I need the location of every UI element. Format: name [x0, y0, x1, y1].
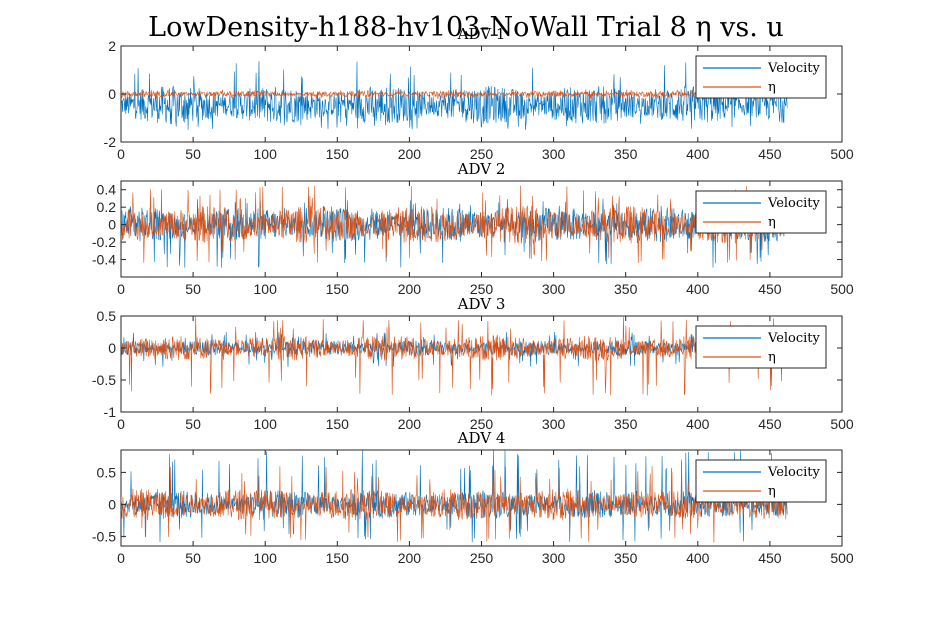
legend: Velocity η: [695, 55, 827, 99]
x-tick-label: 250: [470, 281, 494, 297]
x-tick-label: 200: [398, 550, 422, 566]
y-tick-label: 0: [108, 340, 116, 356]
x-tick-label: 0: [117, 146, 125, 162]
y-tick-label: -0.2: [92, 234, 116, 250]
x-tick-label: 350: [614, 416, 638, 432]
series-eta-line: [121, 89, 788, 99]
x-tick-label: 0: [117, 550, 125, 566]
x-tick-label: 100: [254, 146, 278, 162]
series-eta-line: [121, 465, 788, 543]
x-tick-label: 450: [758, 550, 782, 566]
x-tick-label: 0: [117, 281, 125, 297]
y-tick-label: 0.4: [97, 182, 117, 198]
x-tick-label: 50: [185, 550, 201, 566]
legend-label-velocity: Velocity: [767, 465, 821, 480]
x-tick-label: 100: [254, 416, 278, 432]
x-tick-label: 300: [542, 550, 566, 566]
series-velocity-line: [121, 61, 788, 130]
y-tick-label: -0.5: [92, 372, 116, 388]
x-tick-label: 150: [326, 281, 350, 297]
x-tick-label: 200: [398, 281, 422, 297]
x-tick-label: 400: [686, 146, 710, 162]
y-tick-label: -2: [104, 134, 117, 150]
y-tick-label: -1: [104, 404, 117, 420]
legend-box: [695, 459, 827, 503]
legend-label-velocity: Velocity: [767, 196, 821, 211]
x-tick-label: 250: [470, 416, 494, 432]
x-tick-label: 400: [686, 281, 710, 297]
legend-label-eta: η: [768, 80, 776, 95]
x-tick-label: 350: [614, 281, 638, 297]
figure-title: LowDensity-h188-hv103-NoWall Trial 8 η v…: [148, 12, 784, 43]
x-tick-label: 450: [758, 416, 782, 432]
legend-label-velocity: Velocity: [767, 61, 821, 76]
legend-box: [695, 55, 827, 99]
x-tick-label: 450: [758, 146, 782, 162]
x-tick-label: 300: [542, 281, 566, 297]
subplot-adv-4: 0 50 100 150 200 250 300 350 400 450 5000.50-0.5AD…: [92, 429, 854, 566]
series-eta-line: [121, 316, 788, 396]
y-tick-label: 2: [108, 38, 116, 54]
x-tick-label: 200: [398, 416, 422, 432]
x-tick-label: 250: [470, 550, 494, 566]
subplot-title: ADV 1: [457, 25, 506, 43]
x-tick-label: 100: [254, 281, 278, 297]
legend-box: [695, 325, 827, 369]
y-tick-label: 0.5: [97, 464, 117, 480]
y-tick-label: 0: [108, 217, 116, 233]
x-tick-label: 150: [326, 416, 350, 432]
x-tick-label: 350: [614, 146, 638, 162]
subplot-title: ADV 4: [457, 429, 506, 447]
x-tick-label: 500: [830, 550, 854, 566]
subplot-title: ADV 3: [457, 295, 506, 313]
y-tick-label: 0: [108, 496, 116, 512]
x-tick-label: 100: [254, 550, 278, 566]
y-tick-label: -0.5: [92, 528, 116, 544]
x-tick-label: 350: [614, 550, 638, 566]
legend-label-velocity: Velocity: [767, 331, 821, 346]
y-tick-label: -0.4: [92, 252, 116, 268]
y-tick-label: 0.5: [97, 308, 117, 324]
x-tick-label: 450: [758, 281, 782, 297]
x-tick-label: 150: [326, 550, 350, 566]
x-tick-label: 0: [117, 416, 125, 432]
x-tick-label: 500: [830, 281, 854, 297]
legend-box: [695, 190, 827, 234]
x-tick-label: 50: [185, 146, 201, 162]
legend-label-eta: η: [768, 215, 776, 230]
series-eta-line: [121, 185, 788, 264]
x-tick-label: 50: [185, 416, 201, 432]
subplot-adv-2: 0 50 100 150 200 250 300 350 400 450 5000.40.20-0.…: [92, 160, 854, 297]
x-tick-label: 400: [686, 416, 710, 432]
x-tick-label: 400: [686, 550, 710, 566]
x-tick-label: 300: [542, 146, 566, 162]
legend-label-eta: η: [768, 484, 776, 499]
x-tick-label: 200: [398, 146, 422, 162]
x-tick-label: 500: [830, 416, 854, 432]
y-tick-label: 0.2: [97, 199, 117, 215]
subplot-title: ADV 2: [457, 160, 506, 178]
x-tick-label: 50: [185, 281, 201, 297]
legend: Velocity η: [695, 325, 827, 369]
x-tick-label: 250: [470, 146, 494, 162]
x-tick-label: 500: [830, 146, 854, 162]
x-tick-label: 300: [542, 416, 566, 432]
legend: Velocity η: [695, 459, 827, 503]
x-tick-label: 150: [326, 146, 350, 162]
subplot-adv-3: 0 50 100 150 200 250 300 350 400 450 500 0.5 0 -0.5 -1…: [92, 295, 854, 432]
y-tick-label: 0: [108, 86, 116, 102]
series-velocity-line: [121, 450, 788, 543]
legend: Velocity η: [695, 190, 827, 234]
legend-label-eta: η: [768, 350, 776, 365]
